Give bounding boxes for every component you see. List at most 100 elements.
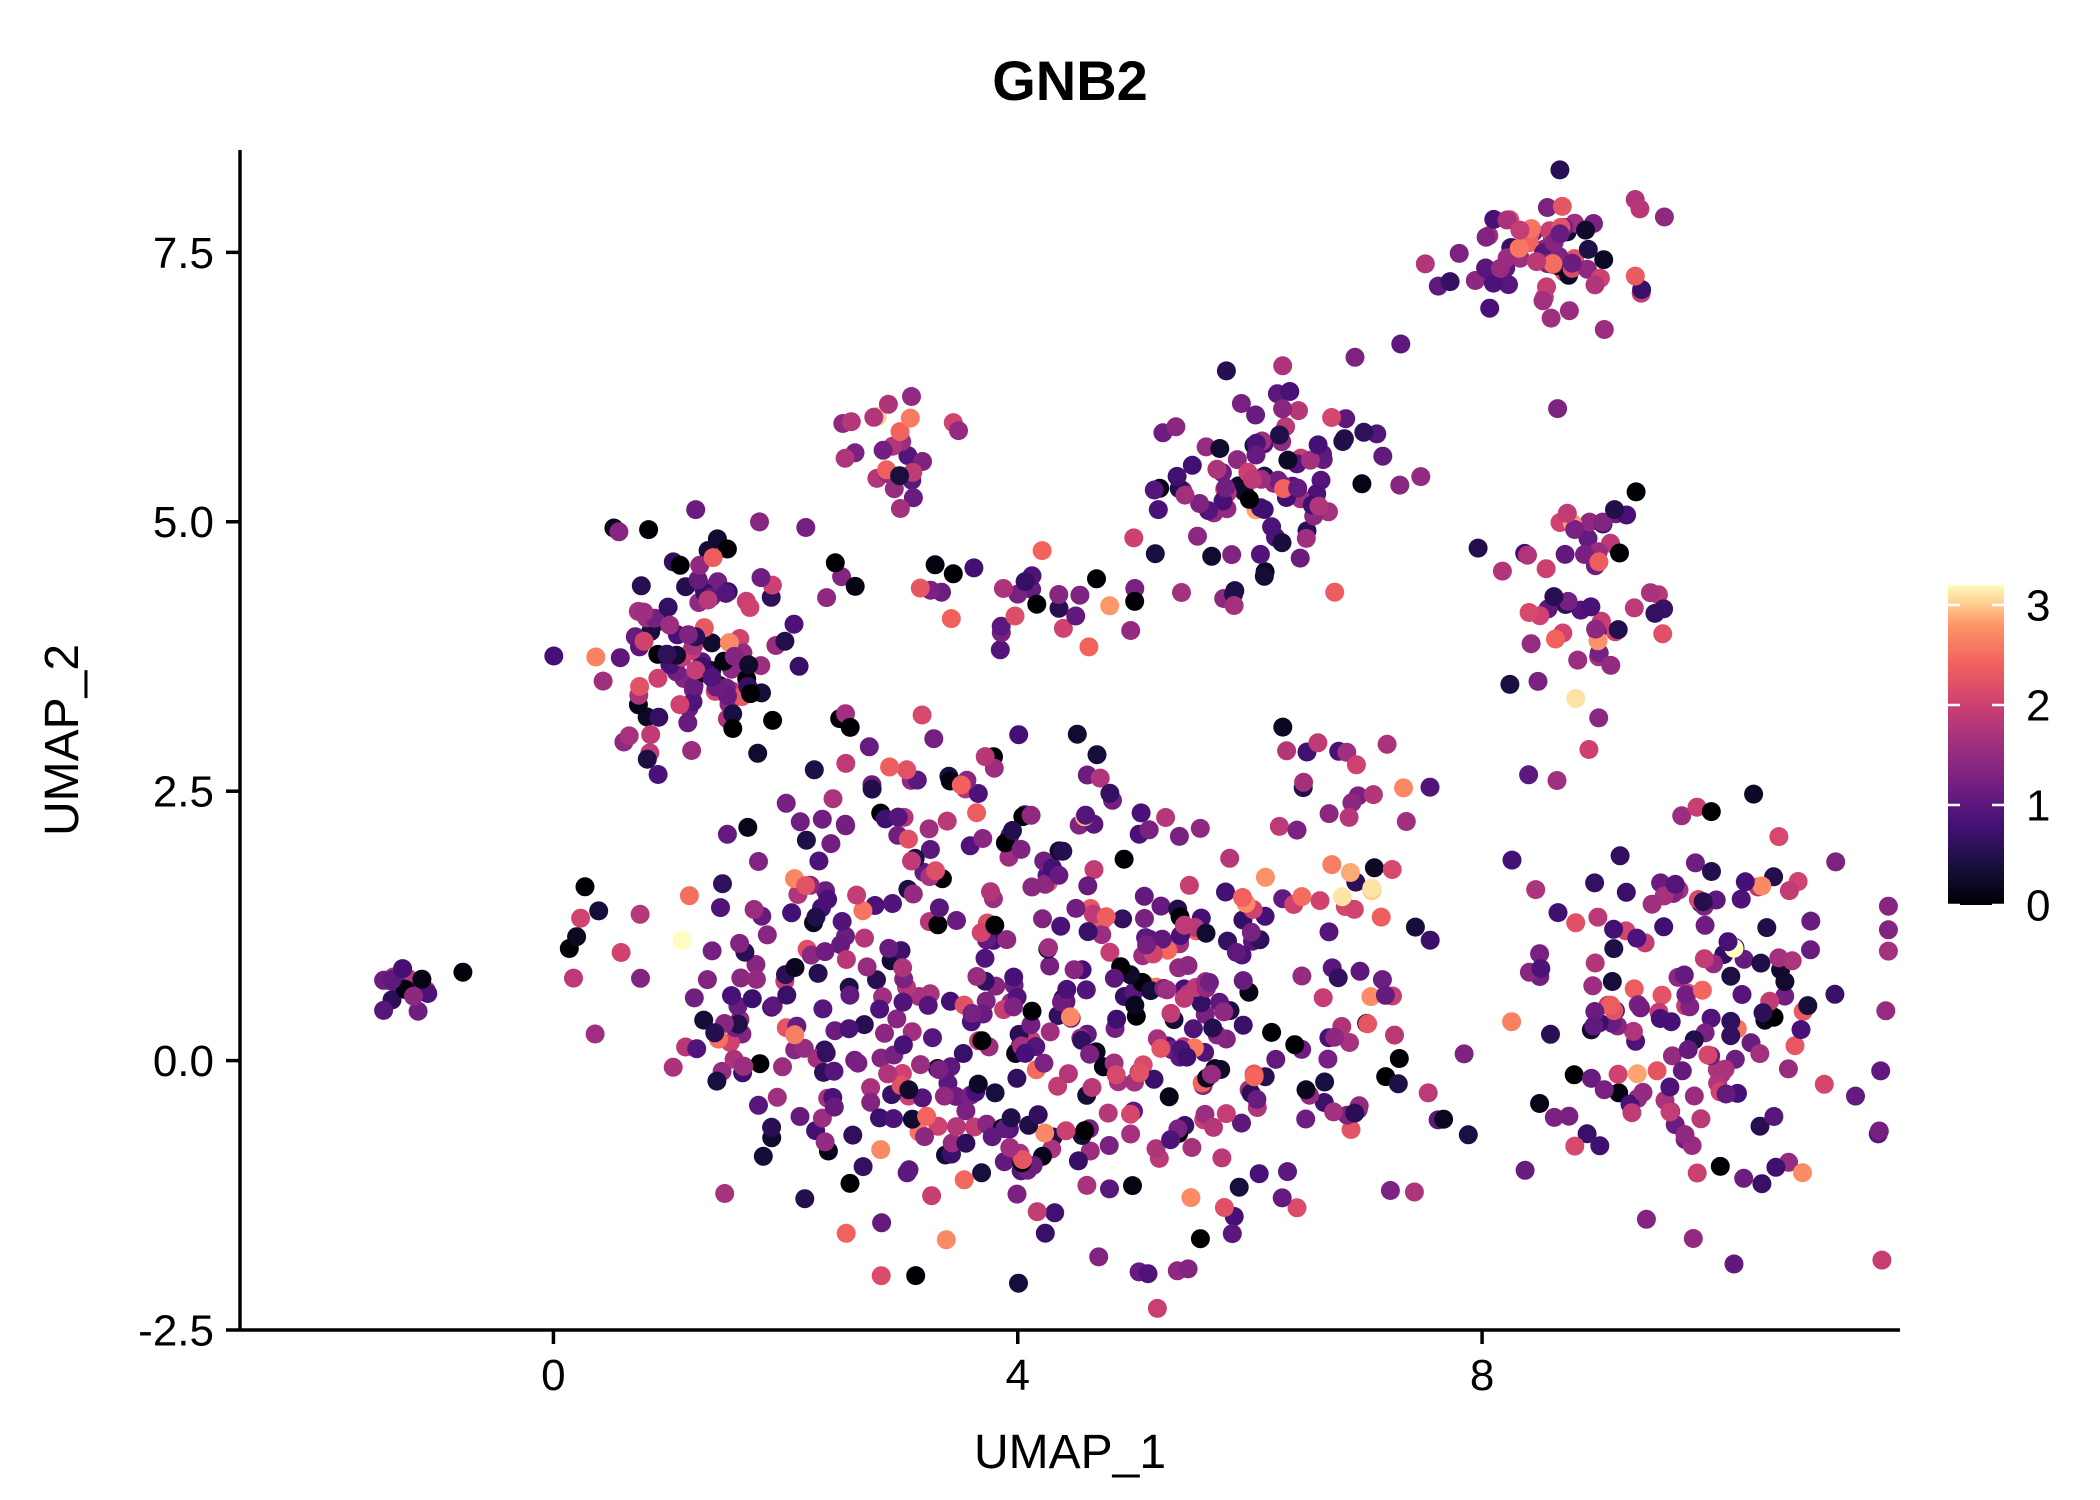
data-point <box>1174 915 1194 935</box>
data-point <box>912 705 932 725</box>
data-point <box>1191 993 1211 1013</box>
data-point <box>1871 1061 1891 1081</box>
data-point <box>1246 405 1266 425</box>
data-point <box>1519 765 1539 785</box>
data-point <box>1665 874 1685 894</box>
data-point <box>672 930 692 950</box>
data-point <box>1676 985 1696 1005</box>
data-point <box>1660 1102 1680 1122</box>
data-point <box>1604 919 1624 939</box>
data-point <box>453 962 473 982</box>
data-point <box>1051 916 1071 936</box>
data-point <box>1169 826 1189 846</box>
data-point <box>981 882 1000 902</box>
data-point <box>1216 1104 1236 1124</box>
data-point <box>915 1127 934 1147</box>
data-point <box>925 555 945 575</box>
data-point <box>1151 1038 1171 1058</box>
data-point <box>1273 717 1293 737</box>
data-point <box>967 803 987 823</box>
data-point <box>763 996 783 1016</box>
data-point <box>575 877 595 897</box>
data-point <box>836 753 856 773</box>
data-point <box>1222 545 1242 565</box>
data-point <box>902 1109 922 1129</box>
data-point <box>1559 301 1579 321</box>
data-point <box>777 985 797 1005</box>
data-point <box>972 1031 992 1051</box>
data-point <box>1358 1014 1378 1034</box>
data-point <box>722 986 741 1006</box>
data-point <box>751 568 771 588</box>
data-point <box>609 522 629 542</box>
data-point <box>843 1125 863 1145</box>
data-point <box>1581 1068 1601 1088</box>
data-point <box>899 1080 919 1100</box>
data-point <box>702 941 722 961</box>
data-point <box>1229 1177 1249 1197</box>
data-point <box>910 578 930 598</box>
data-point <box>750 512 769 532</box>
data-point <box>648 765 668 784</box>
data-point <box>1089 1247 1109 1267</box>
data-point <box>707 1071 727 1091</box>
data-point <box>1216 478 1236 498</box>
data-point <box>1266 1049 1286 1069</box>
data-point <box>1210 439 1230 458</box>
data-point <box>782 903 802 923</box>
data-point <box>1159 1087 1179 1107</box>
data-point <box>1339 807 1359 827</box>
data-point <box>845 576 865 596</box>
data-point <box>1420 777 1440 797</box>
data-point <box>1156 808 1176 827</box>
data-point <box>1685 853 1705 873</box>
data-point <box>1750 1044 1770 1064</box>
data-point <box>742 989 762 1009</box>
data-point <box>902 851 921 871</box>
data-point <box>1255 867 1275 887</box>
data-point <box>1769 827 1789 847</box>
data-point <box>1716 1084 1736 1104</box>
data-point <box>812 809 832 829</box>
data-point <box>1672 806 1692 826</box>
data-point <box>1239 489 1259 509</box>
data-point <box>1631 998 1650 1018</box>
data-point <box>1272 1188 1292 1208</box>
data-point <box>1362 878 1382 898</box>
data-point <box>1106 1065 1126 1085</box>
data-point <box>1793 1163 1812 1183</box>
data-point <box>906 1266 926 1286</box>
data-point <box>1530 1094 1550 1113</box>
data-point <box>890 499 910 518</box>
data-point <box>1390 475 1410 495</box>
data-point <box>878 394 898 414</box>
data-point <box>839 1019 859 1039</box>
data-point <box>1182 455 1202 475</box>
data-point <box>1015 572 1035 592</box>
data-point <box>1801 911 1821 931</box>
y-tick-label: 5.0 <box>153 498 214 547</box>
data-point <box>418 984 438 1003</box>
y-tick-label: 0.0 <box>153 1037 214 1086</box>
data-point <box>1585 275 1605 295</box>
data-point <box>1557 503 1577 523</box>
data-point <box>1296 1109 1316 1129</box>
data-point <box>1544 587 1564 607</box>
data-point <box>993 579 1013 598</box>
data-point <box>1015 1043 1035 1063</box>
data-point <box>1465 271 1485 290</box>
data-point <box>962 1003 982 1023</box>
y-axis-ticks: -2.5 0.0 2.5 5.0 7.5 <box>138 229 240 1355</box>
data-point <box>1315 1072 1335 1092</box>
data-point <box>1555 544 1575 564</box>
data-point <box>767 1087 787 1107</box>
data-point <box>1616 882 1636 902</box>
data-point <box>835 814 855 834</box>
data-point <box>1040 956 1060 976</box>
data-point <box>1161 1130 1181 1150</box>
data-point <box>943 564 963 584</box>
data-point <box>964 558 984 578</box>
data-point <box>750 1054 770 1074</box>
data-point <box>1764 1107 1784 1126</box>
